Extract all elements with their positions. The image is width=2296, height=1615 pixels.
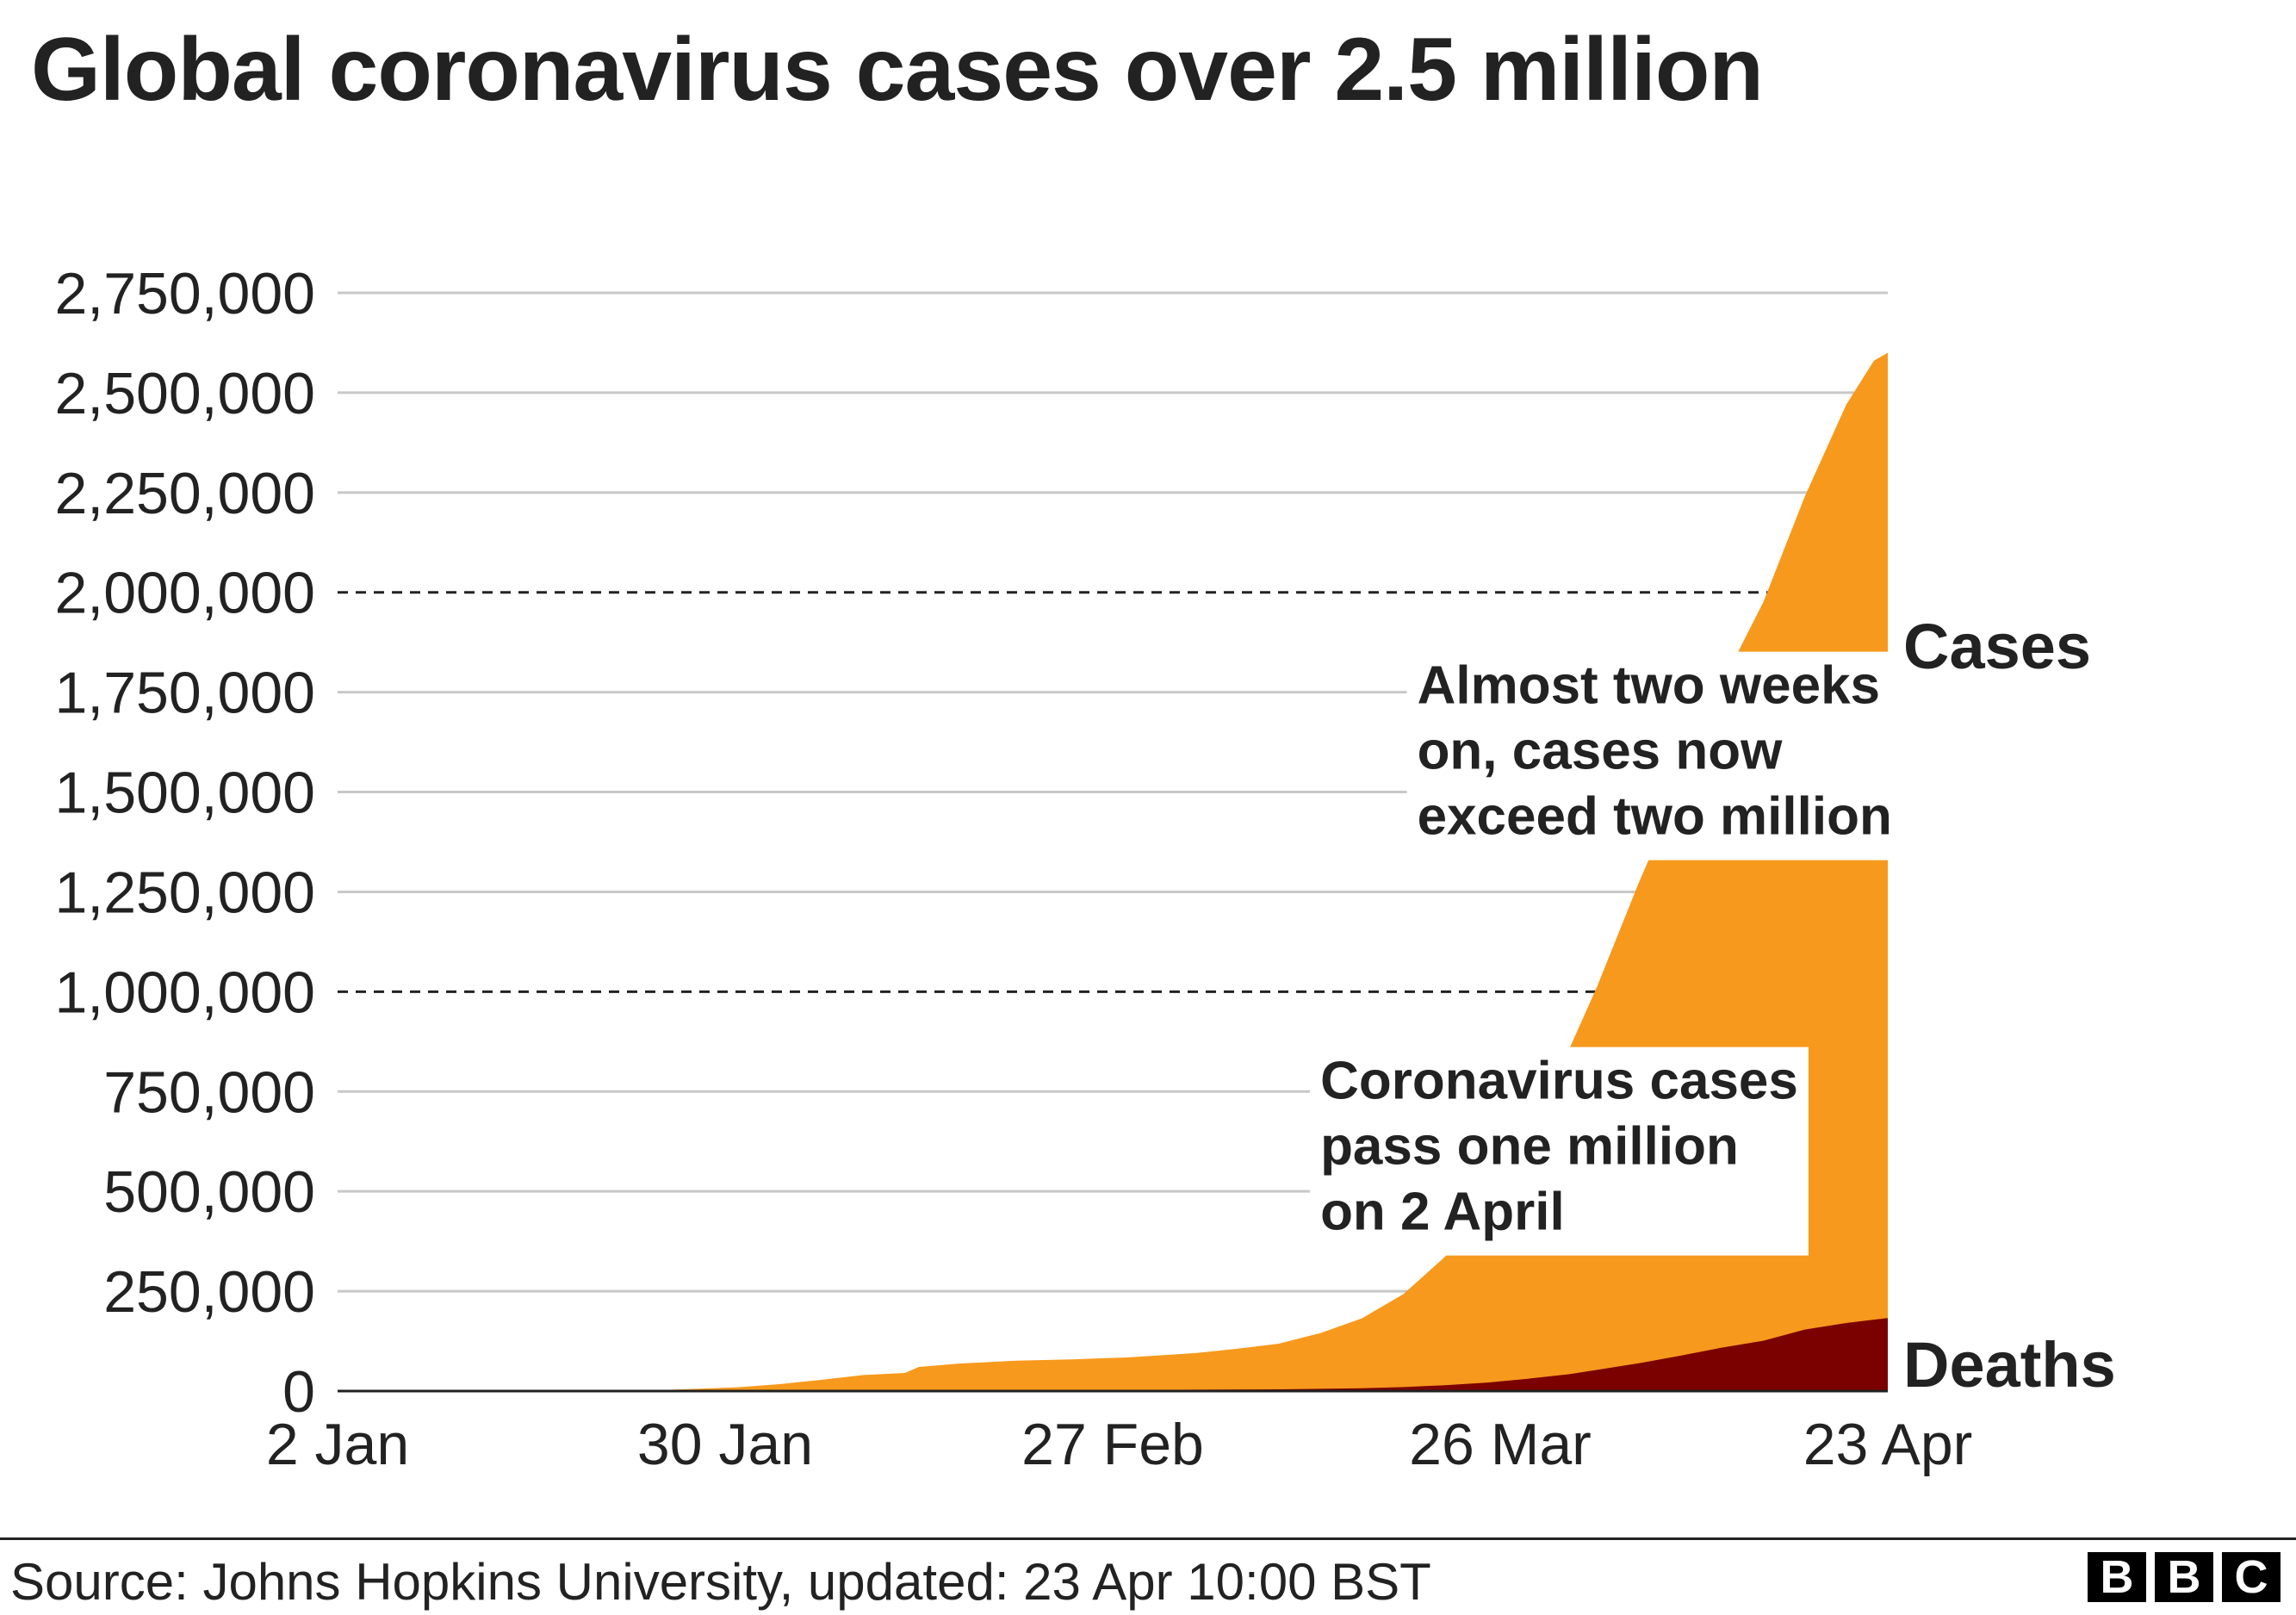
annotation-background [1310,1047,1809,1256]
y-tick-label: 1,500,000 [54,761,315,826]
x-tick-label: 26 Mar [1409,1412,1592,1477]
series-area-deaths [338,1318,1888,1391]
bbc-logo-letter: C [2222,1552,2280,1602]
annotation-text: pass one million [1320,1117,1739,1177]
annotation-background [1406,651,1902,860]
y-tick-label: 750,000 [103,1059,315,1125]
annotation-text: Coronavirus cases [1320,1052,1798,1111]
x-axis: 2 Jan 30 Jan 27 Feb 26 Mar 23 Apr [266,1412,1972,1477]
y-tick-label: 1,000,000 [54,960,315,1025]
y-tick-label: 1,250,000 [54,860,315,925]
bbc-logo-letter: B [2155,1552,2213,1602]
annotation-text: exceed two million [1418,787,1892,847]
x-tick-label: 23 Apr [1803,1412,1973,1477]
series-label-cases: Cases [1903,611,2091,682]
bbc-logo: B B C [2088,1552,2280,1602]
bbc-logo-letter: B [2088,1552,2146,1602]
x-tick-label: 30 Jan [637,1412,813,1477]
series-area-cases [338,352,1888,1391]
chart-title: Global coronavirus cases over 2.5 millio… [31,20,1764,120]
y-tick-label: 2,250,000 [54,461,315,526]
annotations: Coronavirus cases pass one million on 2 Ap… [1310,651,1902,1256]
y-tick-label: 1,750,000 [54,661,315,726]
y-tick-label: 2,000,000 [54,561,315,626]
annotation: Almost two weeks on, cases now exceed two … [1406,651,1902,860]
y-axis: 0 250,000 500,000 750,000 1,000,000 1,250,000… [54,261,315,1425]
series-labels: Cases Deaths [1903,611,2116,1401]
series-label-deaths: Deaths [1903,1329,2116,1401]
annotation: Coronavirus cases pass one million on 2 Ap… [1310,1047,1809,1256]
y-tick-label: 0 [282,1359,315,1425]
annotation-text: Almost two weeks [1418,656,1880,716]
x-tick-label: 2 Jan [266,1412,409,1477]
footer-divider [0,1537,2296,1540]
y-tick-label: 500,000 [103,1159,315,1225]
y-tick-label: 2,500,000 [54,361,315,426]
y-tick-label: 2,750,000 [54,261,315,326]
source-note: Source: Johns Hopkins University, update… [10,1553,1431,1611]
y-tick-label: 250,000 [103,1259,315,1325]
grid-lines [338,291,1888,1293]
annotation-text: on, cases now [1418,722,1784,781]
x-tick-label: 27 Feb [1021,1412,1204,1477]
series-areas [338,352,1888,1393]
annotation-text: on 2 April [1320,1183,1565,1242]
